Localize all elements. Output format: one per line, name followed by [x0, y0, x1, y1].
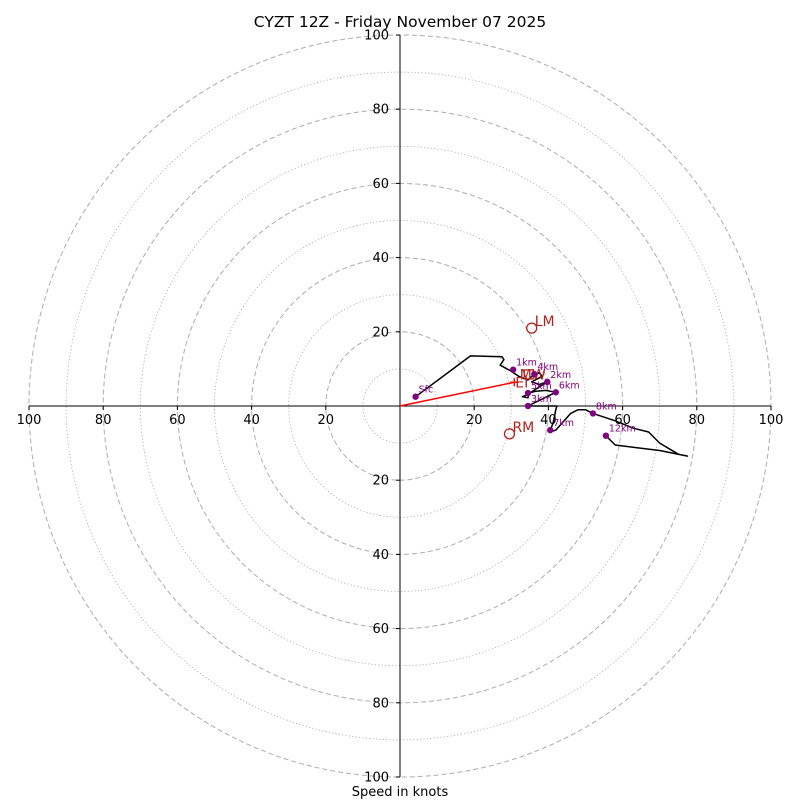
height-marker-dot: [531, 370, 538, 378]
height-marker-dot: [524, 402, 532, 410]
x-tick-label: 40: [243, 413, 260, 428]
y-tick-label: 80: [372, 103, 389, 118]
y-tick-label: 80: [372, 696, 389, 711]
height-marker-dot: [509, 366, 517, 373]
height-marker-label: 12km: [609, 424, 636, 435]
height-marker-label: 4km: [537, 362, 558, 373]
height-marker-label: 6km: [559, 380, 580, 391]
x-tick-label: 100: [17, 413, 42, 428]
y-tick-label: 40: [372, 251, 389, 266]
x-tick-label: 80: [95, 413, 112, 428]
y-tick-label: 100: [364, 29, 389, 44]
height-marker-dot: [544, 378, 551, 386]
y-tick-label: 60: [372, 622, 389, 637]
height-marker-label: 8km: [596, 401, 617, 412]
height-marker-label: 7km: [553, 418, 574, 429]
x-axis-label: Speed in knots: [352, 785, 449, 800]
effective-inflow-marker: [510, 378, 519, 387]
y-tick-label: 20: [372, 325, 389, 340]
storm-motion-label: LM: [535, 314, 555, 330]
y-tick-label: 40: [372, 548, 389, 563]
x-tick-label: 100: [759, 413, 784, 428]
storm-motion-markers: LM RM: [503, 314, 555, 440]
height-marker-label: 3km: [531, 394, 552, 405]
height-marker-dot: [589, 410, 597, 417]
height-marker-label: 1km: [516, 358, 537, 369]
height-marker-dot: [552, 389, 560, 396]
y-tick-label: 100: [364, 771, 389, 786]
height-marker-label: 2km: [550, 370, 571, 381]
storm-motion-marker: [503, 428, 516, 440]
height-markers: Sfc 1km 2km 3km 4km 5km 6km 7km 8km 12km: [412, 358, 636, 439]
x-tick-label: 20: [466, 413, 483, 428]
height-marker-dot: [412, 393, 419, 400]
axis-ticks: 100 80 60 40 20 20 40 60 80 100100806040202040608…: [17, 29, 784, 786]
storm-motion-marker: [526, 322, 538, 334]
height-marker-dot: [524, 389, 532, 397]
x-tick-label: 80: [689, 413, 706, 428]
storm-motion-label: RM: [512, 420, 534, 436]
x-tick-label: 20: [318, 413, 335, 428]
y-tick-label: 60: [372, 177, 389, 192]
y-tick-label: 20: [372, 474, 389, 489]
height-marker-dot: [602, 432, 610, 439]
height-marker-label: 5km: [531, 381, 552, 392]
x-tick-label: 60: [169, 413, 186, 428]
effective-inflow-vector: [399, 381, 515, 407]
height-marker-dot: [547, 426, 554, 434]
x-tick-label: 60: [614, 413, 631, 428]
chart-title: CYZT 12Z - Friday November 07 2025: [254, 13, 546, 31]
height-marker-label: Sfc: [419, 385, 434, 396]
